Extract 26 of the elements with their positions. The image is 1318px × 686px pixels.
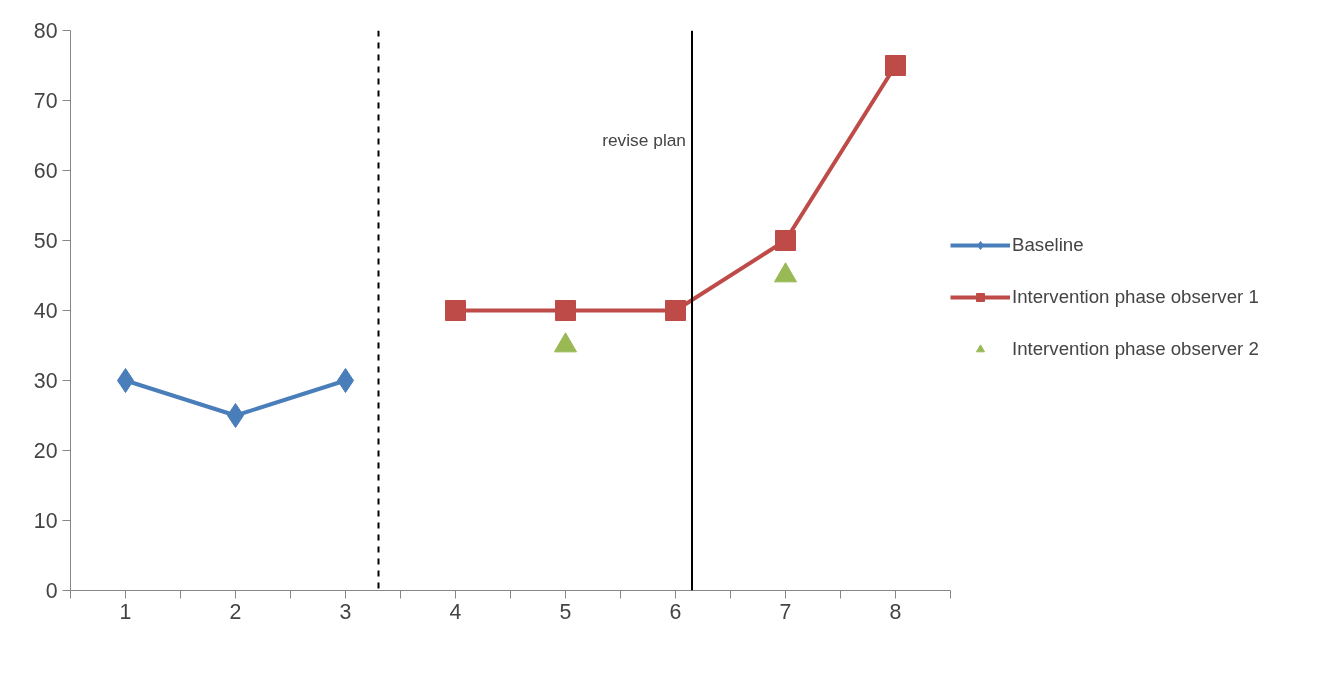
y-tick-label: 20 [33, 439, 58, 463]
x-tick-label: 8 [889, 599, 902, 624]
y-tick-label: 50 [33, 229, 58, 253]
ref-line-label: revise plan [602, 129, 687, 150]
x-tick-label: 6 [669, 599, 682, 624]
legend-label: Intervention phase observer 2 [1012, 338, 1260, 360]
y-tick-label: 30 [33, 369, 58, 393]
point [885, 55, 906, 76]
point [775, 230, 796, 251]
y-tick-label: 70 [33, 89, 58, 113]
y-tick-label: 0 [45, 579, 58, 603]
legend-label: Intervention phase observer 1 [1012, 286, 1260, 308]
x-tick-label: 1 [119, 599, 132, 624]
x-tick-label: 7 [779, 599, 792, 624]
y-tick-label: 40 [33, 299, 58, 323]
x-tick-label: 3 [339, 599, 352, 624]
legend-label: Baseline [1012, 234, 1085, 256]
x-tick-label: 2 [229, 599, 242, 624]
y-tick-label: 10 [33, 509, 58, 533]
point [665, 300, 686, 321]
point [445, 300, 466, 321]
x-tick-label: 5 [559, 599, 572, 624]
point [555, 300, 576, 321]
y-tick-label: 80 [33, 19, 58, 43]
y-tick-label: 60 [33, 159, 58, 183]
x-tick-label: 4 [449, 599, 462, 624]
